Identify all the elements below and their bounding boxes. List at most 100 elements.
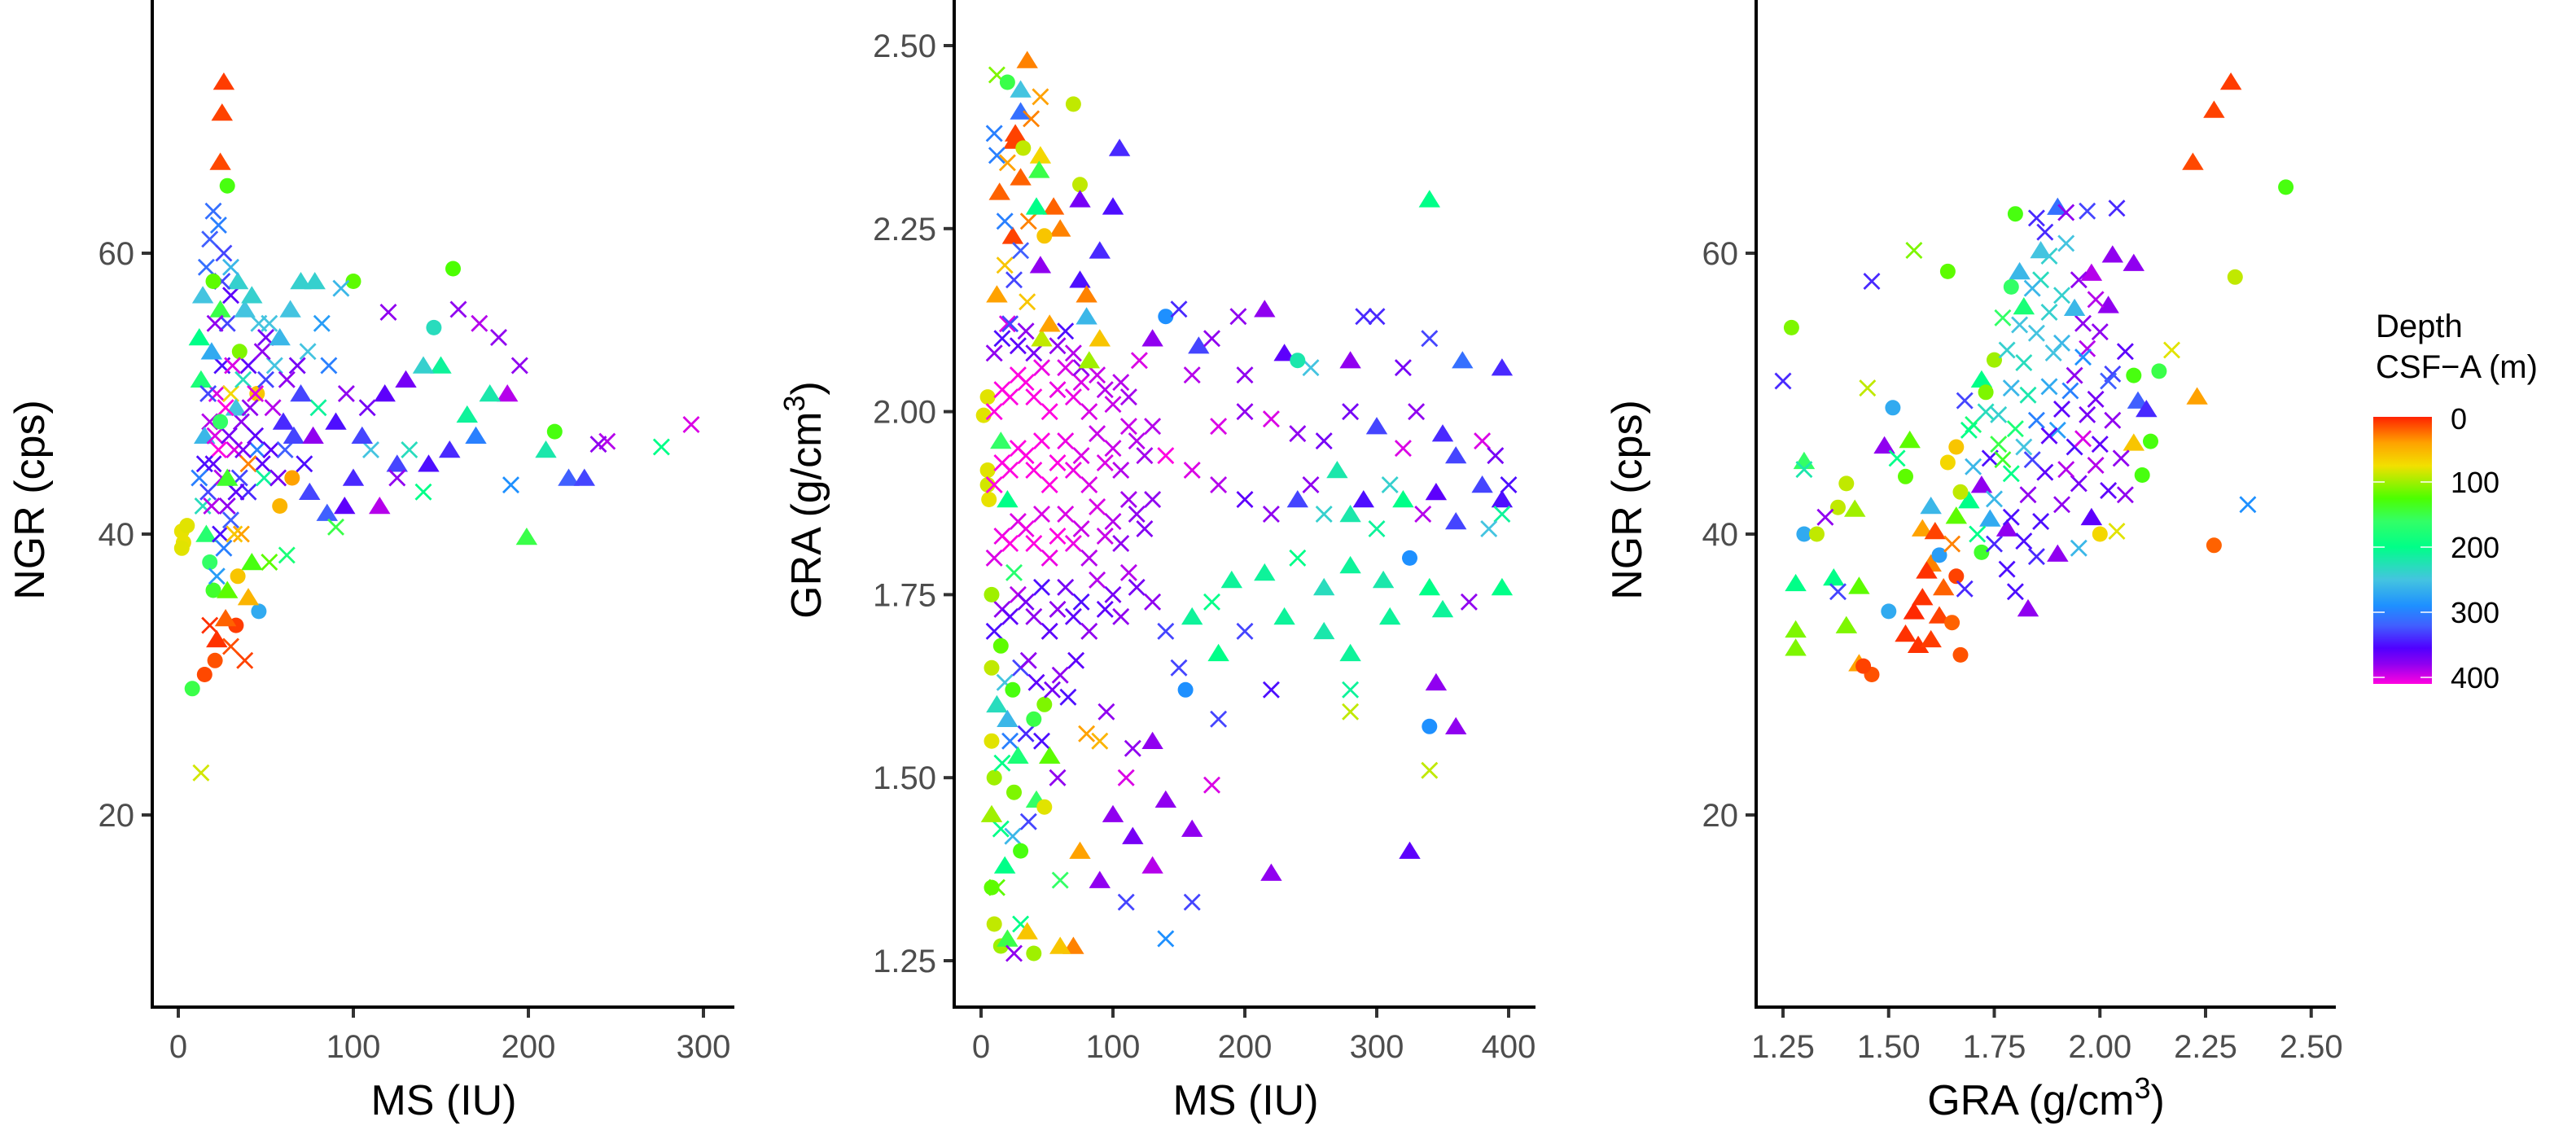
data-point-cross [241,399,259,417]
data-point-circle [345,274,361,289]
data-point-triangle [1996,519,2018,537]
data-point-cross [2100,372,2118,390]
data-point-cross [222,511,239,529]
data-point-triangle [1970,475,1993,493]
data-point-triangle [1102,197,1124,215]
data-point-cross [993,754,1011,772]
data-point-cross [1005,944,1023,962]
data-point-cross [1210,418,1228,436]
data-point-circle [546,423,563,440]
data-point-triangle [237,588,260,606]
data-point-cross [1480,520,1498,537]
data-point-circle [984,879,1000,896]
data-point-cross [1956,392,1974,410]
data-point-triangle [1108,138,1131,156]
data-point-circle [249,386,265,401]
legend-tick-label: 300 [2451,596,2499,629]
data-point-circle [230,568,246,585]
data-point-cross [1421,761,1439,779]
data-point-cross [2015,438,2033,456]
data-point-triangle [535,440,557,458]
data-point-cross [218,497,236,515]
data-point-cross [2087,291,2105,309]
data-point-cross [1025,344,1043,362]
data-point-triangle [1069,190,1091,208]
data-point-cross [1064,607,1082,625]
data-point-cross [2108,523,2126,540]
data-point-cross [993,330,1011,348]
data-point-cross [261,554,278,571]
data-point-circle [1809,526,1825,542]
data-point-triangle [1445,716,1467,734]
data-point-cross [510,357,528,375]
data-point-cross [1019,651,1037,669]
data-point-cross [1986,535,2003,553]
x-axis-title: MS (IU) [1172,1077,1318,1124]
data-point-cross [988,147,1005,164]
data-point-cross [1493,506,1511,523]
data-point-circle [1290,353,1306,369]
data-point-triangle [990,432,1012,449]
data-point-cross [1104,513,1122,530]
y-tick-label: 20 [1702,798,1739,834]
data-point-triangle [1049,219,1071,237]
data-point-cross [1381,476,1399,493]
data-point-cross [2074,430,2092,448]
data-point-cross [2057,204,2075,221]
data-point-triangle [2127,391,2149,409]
data-point-triangle [558,468,580,486]
data-point-circle [1158,309,1174,325]
data-point-triangle [1188,336,1210,354]
data-point-cross [239,455,257,473]
legend-colorbar [2373,417,2432,684]
y-tick-label: 1.25 [873,944,936,979]
y-tick-label: 20 [99,798,135,834]
data-point-cross [1025,462,1043,479]
data-point-circle [207,652,223,668]
data-point-triangle [1078,351,1101,369]
data-point-triangle [2219,72,2242,90]
data-point-cross [1421,330,1439,348]
data-point-circle [1005,681,1021,698]
panel-gra-ngr: 1.25 1.50 1.75 2.00 2.25 2.50 20 40 60 GRA (g/c… [1604,0,2343,1124]
data-point-circle [2151,363,2167,379]
data-point-triangle [1372,570,1395,589]
data-point-cross [2019,386,2037,404]
data-point-cross [1025,388,1043,406]
data-point-cross [1001,607,1019,625]
data-point-cross [1051,871,1069,889]
x-tick-label: 300 [677,1029,731,1065]
data-point-triangle [1920,629,1942,648]
data-point-cross [1236,403,1254,421]
data-point-circle [1898,468,1913,484]
data-point-cross [2023,451,2041,469]
data-point-cross [490,329,507,346]
data-point-cross [337,385,355,402]
data-point-triangle [1313,577,1335,596]
data-point-cross [313,314,331,332]
data-point-cross [358,399,376,417]
x-tick-label: 2.25 [2174,1029,2237,1065]
data-point-circle [1881,603,1897,620]
data-point-triangle [1069,270,1091,288]
data-point-triangle [2097,296,2119,313]
y-tick-label: 2.25 [873,212,936,248]
data-point-cross [239,483,257,501]
data-point-cross [269,469,287,487]
data-point-triangle [1010,168,1032,186]
data-point-circle [981,492,997,507]
data-point-triangle [2123,433,2144,451]
data-point-cross [1096,600,1114,618]
y-axis-title: NGR (cps) [1604,400,1651,600]
data-point-cross [2057,461,2075,479]
x-axis-title-close: ) [2150,1077,2164,1124]
data-point-triangle [1425,672,1448,691]
data-point-cross [226,441,243,458]
data-point-cross [1157,930,1175,948]
data-point-circle [1402,550,1417,566]
y-tick-label: 2.50 [873,28,936,64]
data-point-cross [2079,340,2096,357]
data-point-circle [1026,945,1042,962]
data-point-cross [1977,403,1995,421]
data-point-cross [985,476,1003,493]
